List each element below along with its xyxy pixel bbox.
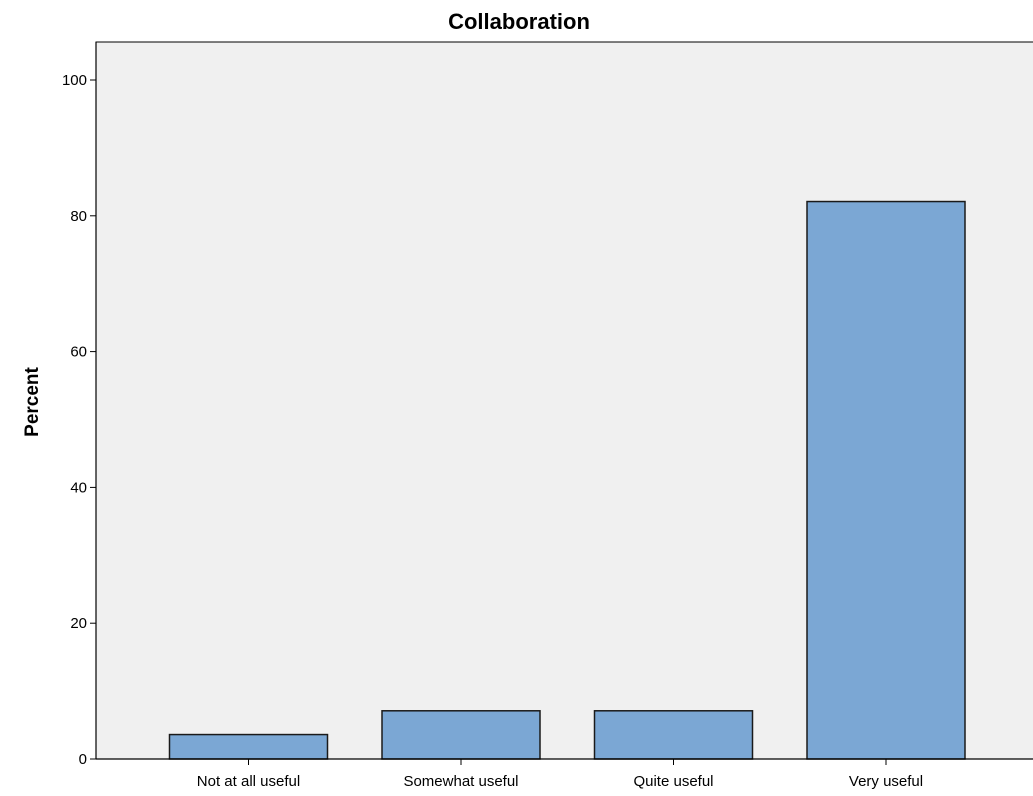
- bar: [381, 710, 541, 760]
- bar: [806, 200, 966, 760]
- y-tick-label: 0: [79, 751, 87, 768]
- x-tick-label: Not at all useful: [197, 773, 300, 790]
- x-tick-label: Quite useful: [633, 773, 713, 790]
- y-tick-label: 80: [70, 208, 87, 225]
- y-tick-label: 20: [70, 615, 87, 632]
- chart-title: Collaboration: [448, 9, 590, 34]
- y-tick-label: 100: [62, 72, 87, 89]
- bar: [593, 710, 754, 760]
- bar: [168, 733, 329, 760]
- x-tick-label: Very useful: [849, 773, 923, 790]
- y-axis-label: Percent: [22, 366, 43, 436]
- y-tick-label: 40: [70, 479, 87, 496]
- x-axis-ticks: Not at all useful Somewhat useful Quite us…: [197, 759, 923, 790]
- y-axis-ticks: 0 20 40 60 80 100: [62, 72, 96, 768]
- bars-group: [168, 200, 966, 760]
- y-tick-label: 60: [70, 344, 87, 361]
- x-tick-label: Somewhat useful: [403, 773, 518, 790]
